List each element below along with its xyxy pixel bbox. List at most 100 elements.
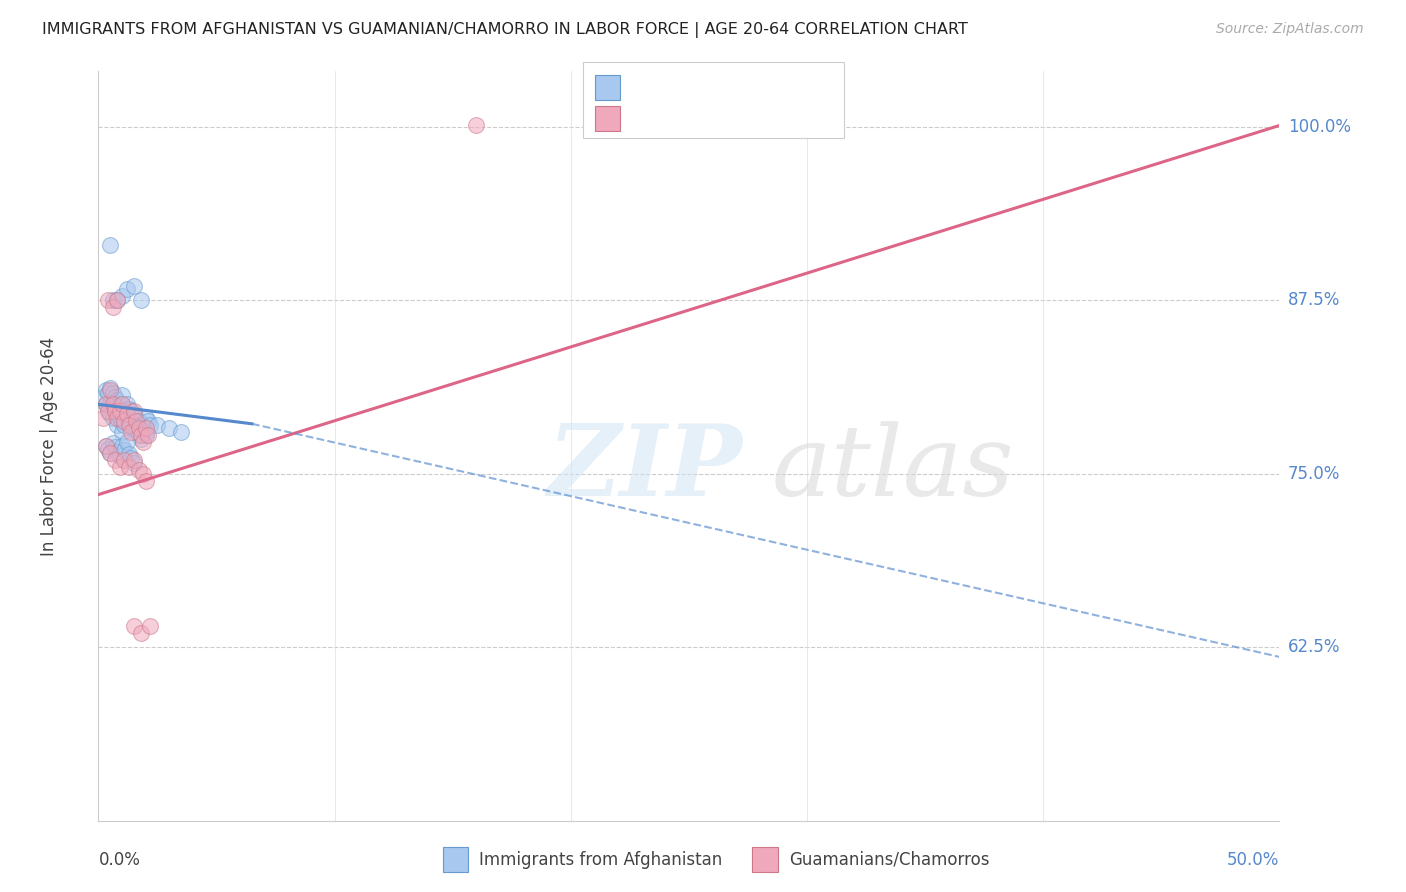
Point — [101, 386, 124, 401]
Point — [101, 436, 124, 450]
Point — [104, 404, 127, 418]
Point — [115, 407, 138, 421]
Point — [136, 414, 159, 428]
Point — [97, 404, 120, 418]
Text: 75.0%: 75.0% — [1288, 465, 1340, 483]
Point — [112, 414, 135, 428]
Point — [94, 439, 117, 453]
Text: atlas: atlas — [772, 421, 1014, 516]
Point — [122, 453, 145, 467]
Text: In Labor Force | Age 20-64: In Labor Force | Age 20-64 — [39, 336, 58, 556]
Point — [128, 421, 150, 435]
Point — [101, 293, 124, 308]
Point — [98, 446, 121, 460]
Point — [157, 421, 180, 435]
Point — [115, 434, 138, 449]
Point — [121, 451, 143, 466]
Point — [108, 449, 131, 463]
Point — [98, 237, 121, 252]
Point — [170, 425, 193, 439]
Point — [136, 428, 159, 442]
Point — [111, 425, 134, 439]
Point — [118, 416, 141, 430]
Point — [98, 407, 121, 421]
Point — [112, 418, 135, 433]
Point — [139, 619, 162, 633]
Point — [111, 387, 134, 401]
Point — [94, 439, 117, 453]
Text: R = -0.195   N = 67: R = -0.195 N = 67 — [628, 78, 792, 96]
Point — [128, 414, 150, 428]
Point — [111, 289, 134, 303]
Point — [118, 401, 141, 416]
Point — [105, 393, 128, 408]
Point — [101, 397, 124, 411]
Text: 62.5%: 62.5% — [1288, 638, 1340, 657]
Point — [132, 467, 155, 481]
Point — [91, 391, 114, 405]
Point — [122, 407, 145, 421]
Point — [139, 418, 162, 433]
Point — [122, 619, 145, 633]
Point — [128, 462, 150, 476]
Point — [125, 425, 148, 439]
Text: 50.0%: 50.0% — [1227, 851, 1279, 869]
Point — [94, 384, 117, 398]
Text: 0.0%: 0.0% — [98, 851, 141, 869]
Point — [108, 411, 131, 425]
Point — [115, 282, 138, 296]
Point — [465, 119, 488, 133]
Point — [104, 453, 127, 467]
Point — [132, 434, 155, 449]
Point — [118, 418, 141, 433]
Point — [135, 421, 157, 435]
Point — [105, 418, 128, 433]
Point — [111, 401, 134, 416]
Point — [135, 411, 157, 425]
Text: Source: ZipAtlas.com: Source: ZipAtlas.com — [1216, 22, 1364, 37]
Text: 87.5%: 87.5% — [1288, 292, 1340, 310]
Point — [135, 428, 157, 442]
Point — [105, 407, 128, 421]
Point — [111, 416, 134, 430]
Point — [121, 418, 143, 433]
Point — [97, 386, 120, 401]
Point — [91, 411, 114, 425]
Point — [108, 397, 131, 411]
Text: 100.0%: 100.0% — [1288, 118, 1351, 136]
Text: ZIP: ZIP — [547, 420, 742, 516]
Text: Immigrants from Afghanistan: Immigrants from Afghanistan — [479, 851, 723, 869]
Point — [112, 404, 135, 418]
Point — [122, 421, 145, 435]
Point — [115, 411, 138, 425]
Point — [118, 447, 141, 461]
Point — [104, 391, 127, 405]
Point — [125, 411, 148, 425]
Point — [129, 418, 152, 433]
Point — [101, 411, 124, 425]
Point — [122, 279, 145, 293]
Point — [97, 293, 120, 308]
Point — [132, 421, 155, 435]
Text: R = 0.456   N = 37: R = 0.456 N = 37 — [628, 110, 786, 128]
Point — [105, 411, 128, 425]
Point — [101, 300, 124, 314]
Point — [104, 441, 127, 455]
Point — [97, 442, 120, 456]
Point — [98, 446, 121, 460]
Point — [129, 626, 152, 640]
Point — [105, 444, 128, 458]
Point — [111, 397, 134, 411]
Point — [121, 425, 143, 439]
Point — [121, 404, 143, 418]
Point — [101, 400, 124, 414]
Point — [111, 439, 134, 453]
Point — [146, 418, 169, 433]
Point — [125, 414, 148, 428]
Point — [115, 397, 138, 411]
Text: IMMIGRANTS FROM AFGHANISTAN VS GUAMANIAN/CHAMORRO IN LABOR FORCE | AGE 20-64 COR: IMMIGRANTS FROM AFGHANISTAN VS GUAMANIAN… — [42, 22, 969, 38]
Point — [135, 425, 157, 439]
Point — [104, 404, 127, 418]
Point — [129, 293, 152, 308]
Point — [122, 456, 145, 470]
